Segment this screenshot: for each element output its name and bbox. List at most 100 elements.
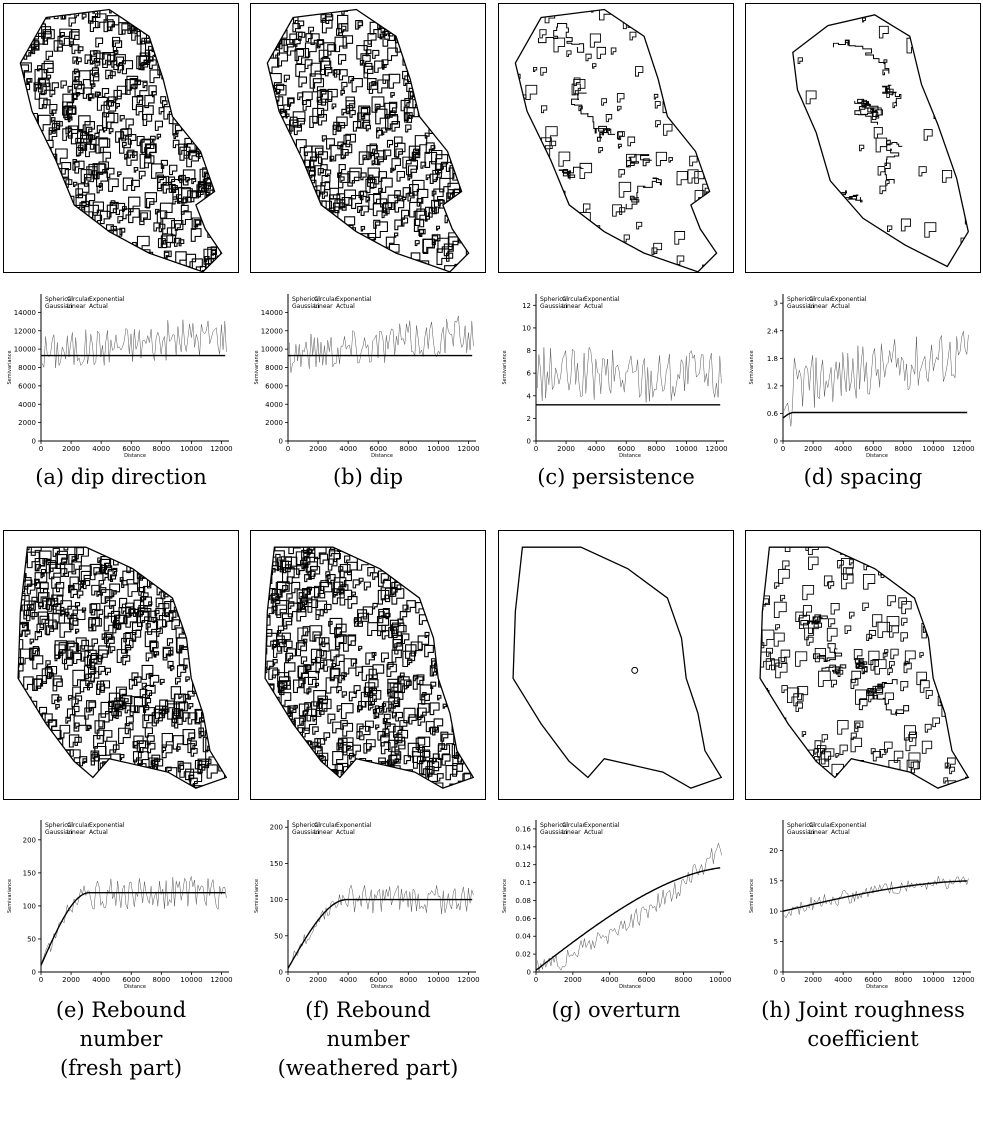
x-tick-label: 2000 — [564, 976, 582, 984]
semivariogram-svg-b: 0 2000 4000 6000 8000 10000 12000 14000 0 2000 400… — [254, 294, 480, 459]
semivariogram-svg-a: 0 2000 4000 6000 8000 10000 12000 14000 0 2000 400… — [7, 294, 233, 459]
semivariogram-svg-h: 0 5 10 15 20 0 2000 4000 6000 8000 10000 12000 Dista… — [749, 820, 975, 990]
x-tick-label: 4000 — [339, 445, 357, 453]
x-tick-label: 10000 — [675, 445, 697, 453]
caption-b: (b) dip — [332, 465, 404, 489]
legend-entry: Circular — [314, 296, 338, 303]
caption-c: (c) persistence — [537, 465, 695, 489]
x-tick-label: 0 — [286, 976, 290, 984]
legend-entry: Actual — [89, 303, 108, 310]
x-tick-label: 6000 — [864, 976, 882, 984]
map-outline-h — [759, 546, 970, 789]
x-tick-label: 12000 — [457, 445, 479, 453]
x-tick-label: 8000 — [152, 976, 170, 984]
semivariogram-b: 0 2000 4000 6000 8000 10000 12000 14000 0 2000 400… — [250, 284, 486, 459]
y-tick-label: 0.06 — [515, 915, 531, 923]
map-outline-b — [266, 8, 470, 272]
y-tick-label: 1.2 — [767, 382, 778, 390]
x-axis-label: Distance — [124, 453, 146, 459]
x-tick-label: 4000 — [339, 976, 357, 984]
x-tick-label: 6000 — [122, 445, 140, 453]
map-outline-f — [264, 546, 475, 789]
legend-entry: Actual — [831, 303, 850, 310]
legend-entry: Circular — [67, 296, 91, 303]
legend-entry: Spherical — [292, 822, 320, 829]
series-model — [782, 411, 968, 419]
legend-entry: Circular — [67, 822, 91, 829]
semivariogram-c: 0 2 4 6 8 10 12 0 2000 4000 6000 8000 10000 12000 Dist… — [498, 284, 734, 459]
y-tick-label: 0 — [32, 969, 36, 977]
legend-entry: Exponential — [89, 822, 125, 829]
map-svg-e — [17, 546, 228, 789]
legend-entry: Gaussian — [540, 829, 568, 836]
y-tick-label: 20 — [769, 847, 778, 855]
y-tick-label: 0 — [527, 438, 531, 446]
caption-a: (a) dip direction — [35, 465, 207, 489]
y-axis-label: Semivariance — [7, 350, 13, 384]
semivariogram-svg-d: 0 0.6 1.2 1.8 2.4 3 0 2000 4000 6000 8000 10000 1200… — [749, 294, 975, 459]
x-tick-label: 4000 — [92, 976, 110, 984]
series-actual — [41, 319, 227, 368]
map-outline-e — [17, 546, 228, 789]
legend-entry: Linear — [67, 303, 86, 310]
y-tick-label: 6000 — [18, 382, 36, 390]
semivariogram-d: 0 0.6 1.2 1.8 2.4 3 0 2000 4000 6000 8000 10000 1200… — [745, 284, 981, 459]
series-actual — [41, 876, 227, 962]
y-tick-label: 12000 — [261, 327, 283, 335]
legend-entry: Gaussian — [45, 303, 73, 310]
map-contours-b — [267, 9, 469, 272]
legend-entry: Exponential — [336, 296, 372, 303]
legend-entry: Gaussian — [292, 829, 320, 836]
series-actual — [783, 331, 969, 427]
map-contours-d — [797, 14, 969, 267]
x-tick-label: 6000 — [617, 445, 635, 453]
x-tick-label: 10000 — [427, 445, 449, 453]
y-axis-label: Semivariance — [749, 350, 755, 384]
x-tick-label: 6000 — [122, 976, 140, 984]
y-tick-label: 2.4 — [767, 327, 779, 335]
semivariogram-a: 0 2000 4000 6000 8000 10000 12000 14000 0 2000 400… — [3, 284, 239, 459]
y-tick-label: 100 — [23, 902, 36, 910]
x-axis-label: Distance — [619, 984, 641, 990]
y-tick-label: 0 — [527, 969, 531, 977]
x-tick-label: 4000 — [92, 445, 110, 453]
x-tick-label: 10000 — [427, 976, 449, 984]
legend-entry: Gaussian — [292, 303, 320, 310]
semivariogram-svg-c: 0 2 4 6 8 10 12 0 2000 4000 6000 8000 10000 12000 Dist… — [502, 294, 728, 459]
x-tick-label: 6000 — [864, 445, 882, 453]
legend-entry: Spherical — [45, 296, 73, 303]
y-tick-label: 2 — [527, 415, 531, 423]
caption-g: (g) overturn — [551, 998, 681, 1022]
map-svg-d — [792, 14, 969, 268]
x-axis-label: Distance — [371, 453, 393, 459]
x-tick-label: 0 — [286, 445, 290, 453]
x-tick-label: 0 — [534, 976, 538, 984]
legend-entry: Exponential — [831, 296, 867, 303]
x-tick-label: 10000 — [922, 976, 944, 984]
y-tick-label: 150 — [270, 860, 283, 868]
x-tick-label: 12000 — [705, 445, 727, 453]
y-tick-label: 10000 — [261, 346, 283, 354]
caption-f: (f) Rebound number (weathered part) — [277, 998, 459, 1080]
x-tick-label: 8000 — [152, 445, 170, 453]
map-outline-a — [19, 8, 223, 272]
y-tick-label: 14000 — [14, 309, 36, 317]
legend-entry: Exponential — [584, 822, 620, 829]
y-tick-label: 0.6 — [767, 410, 779, 418]
x-axis-label: Distance — [619, 453, 641, 459]
x-tick-label: 12000 — [952, 976, 974, 984]
x-tick-label: 0 — [39, 445, 43, 453]
x-tick-label: 8000 — [894, 976, 912, 984]
legend-entry: Circular — [809, 296, 833, 303]
y-tick-label: 100 — [270, 896, 283, 904]
y-tick-label: 150 — [23, 869, 36, 877]
x-tick-label: 12000 — [952, 445, 974, 453]
y-tick-label: 0.1 — [520, 879, 531, 887]
legend-entry: Linear — [809, 829, 828, 836]
legend-entry: Actual — [336, 829, 355, 836]
plot-axes — [287, 294, 476, 442]
y-tick-label: 14000 — [261, 309, 283, 317]
x-tick-label: 2000 — [557, 445, 575, 453]
legend-entry: Spherical — [45, 822, 73, 829]
x-tick-label: 6000 — [638, 976, 656, 984]
